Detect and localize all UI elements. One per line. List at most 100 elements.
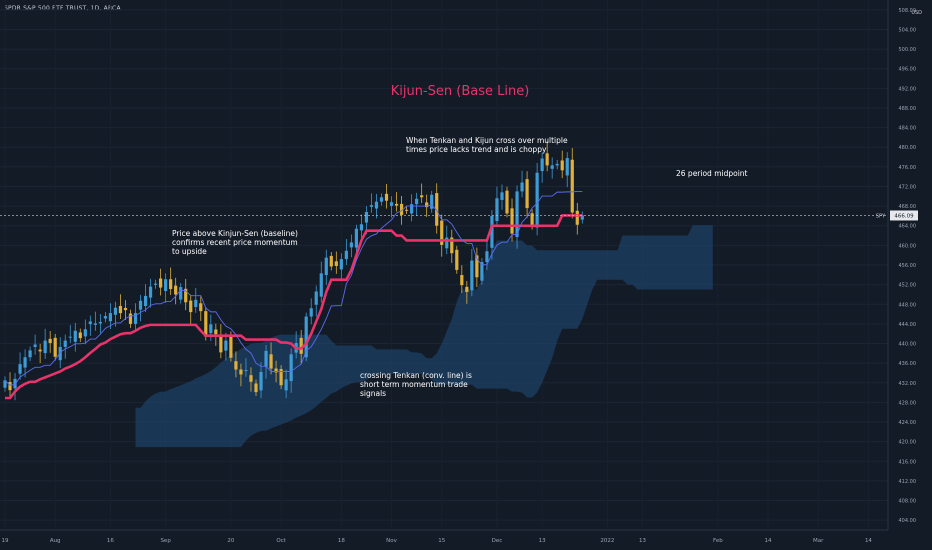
candle [550,157,554,179]
candle [565,152,569,188]
y-tick-label: 480.00 [899,145,917,151]
candle [148,278,153,308]
y-tick-label: 456.00 [899,263,917,269]
candle [415,192,419,216]
candle-body [38,349,42,352]
last-price-badge [890,210,918,221]
candle [490,210,494,260]
candle [480,258,484,285]
candle [224,332,228,361]
candle-body [349,242,353,248]
x-tick-label: 18 [338,538,345,544]
candle-body [128,313,133,324]
candle [189,294,193,324]
candle-body [565,158,569,176]
candle [470,248,474,297]
candle [304,312,308,362]
candle [394,192,399,212]
indicator-lines [0,190,888,400]
candle-body [580,215,584,220]
candle-body [389,202,394,206]
candle-body [189,300,193,313]
last-price-value: 466.09 [894,213,914,219]
ichimoku-cloud [135,225,713,448]
y-tick-label: 500.00 [899,47,917,53]
x-tick-label: Dec [492,538,503,544]
tenkan-line [4,190,583,386]
candle-body [113,307,118,315]
y-tick-label: 496.00 [899,67,917,73]
candle-body [93,323,97,325]
candle-body [540,158,544,172]
candle-body [354,228,358,248]
candle [440,214,444,257]
x-tick-label: 16 [107,538,114,544]
candle-body [209,324,213,334]
candle-body [324,257,328,276]
last-price-symbol: SPY [876,213,886,219]
candle-body [239,369,243,375]
candle-body [425,202,429,208]
candle-body [455,249,459,270]
candle [83,319,87,345]
candle [405,205,409,214]
candle-body [465,286,469,292]
candle [510,198,514,242]
candle-body [319,273,323,297]
x-tick-label: Nov [386,538,397,544]
candle-body [8,382,12,391]
candle [78,328,82,343]
candle-body [515,191,519,238]
x-tick-label: 15 [438,538,445,544]
candle-body [339,259,343,270]
candle [455,245,459,274]
y-tick-label: 476.00 [899,165,917,171]
candle-body [28,350,32,358]
candle-body [480,262,484,281]
candle-body [148,286,153,298]
candle-body [520,182,524,192]
candle-body [264,350,268,367]
candle-body [470,260,474,291]
candle-body [199,303,203,312]
candle-body [304,316,308,358]
y-tick-label: 468.00 [899,204,917,210]
candle-body [249,375,253,382]
candle-body [259,371,263,391]
candle [284,369,288,399]
candle [359,214,364,239]
candle-body [284,379,288,391]
candle-body [143,295,148,306]
candle [269,342,273,375]
candle [28,346,32,362]
candle-body [394,203,399,206]
candle-body [505,190,509,214]
candle [254,379,258,397]
candle [309,298,313,325]
candle-body [269,354,273,369]
candle-body [405,209,409,211]
x-tick-label: 14 [865,538,872,544]
candle [154,279,158,289]
candles [3,141,584,401]
candle [525,171,529,218]
annotation-text: When Tenkan and Kijun cross over multipl… [406,136,568,145]
candle-body [344,250,348,260]
x-tick-label: 20 [227,538,234,544]
candle-body [58,346,62,361]
candle [3,376,7,392]
candle [133,303,138,332]
candle [68,324,72,344]
candle [174,277,178,305]
candle-body [108,313,113,322]
x-tick-label: Sep [160,538,171,544]
y-tick-label: 436.00 [899,361,917,367]
chart-title: Kijun-Sen (Base Line) [391,84,530,99]
candle-body [18,364,22,374]
candle-body [254,383,258,393]
candle-body [63,340,67,347]
candle [500,184,504,210]
candle-body [445,237,449,249]
